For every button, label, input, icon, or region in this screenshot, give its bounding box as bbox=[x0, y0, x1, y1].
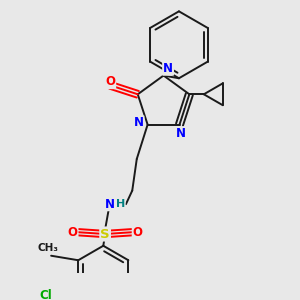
Text: CH₃: CH₃ bbox=[38, 243, 59, 253]
Text: O: O bbox=[133, 226, 143, 239]
Text: N: N bbox=[105, 198, 115, 211]
Text: N: N bbox=[163, 62, 173, 75]
Text: N: N bbox=[134, 116, 144, 129]
Text: N: N bbox=[176, 127, 186, 140]
Text: S: S bbox=[100, 227, 110, 241]
Text: Cl: Cl bbox=[39, 289, 52, 300]
Text: O: O bbox=[68, 226, 78, 239]
Text: H: H bbox=[116, 199, 125, 209]
Text: O: O bbox=[105, 75, 115, 88]
